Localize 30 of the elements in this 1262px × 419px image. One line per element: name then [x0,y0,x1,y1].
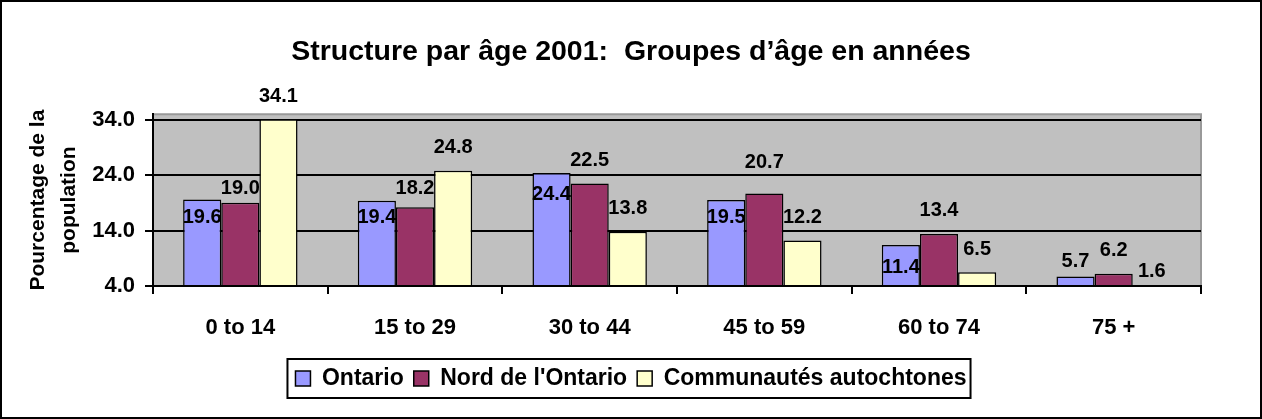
data-label: 20.7 [744,149,784,172]
x-tick-label: 45 to 59 [723,314,806,340]
data-label: 13.8 [608,196,648,219]
data-label: 19.5 [706,205,746,228]
data-label: 22.5 [570,147,610,170]
y-tick-label: 4.0 [104,272,135,298]
data-label: 24.8 [433,135,473,158]
x-tick-label: 75 + [1091,314,1136,340]
y-tick-label: 14.0 [92,216,135,242]
data-label: 5.7 [1061,249,1090,272]
x-tick-label: 0 to 14 [205,314,276,340]
data-label: 6.2 [1099,238,1128,261]
data-label: 18.2 [395,175,435,198]
text: 1.6 [1137,258,1166,281]
chart-title: Structure par âge 2001: Groupes d’âge en années [291,33,971,66]
data-label: 34.1 [259,83,298,106]
y-axis-title: Pourcentage de la population [24,109,80,291]
data-label: 13.4 [919,198,960,221]
legend-label: Ontario [321,363,404,390]
x-tick-label: 30 to 44 [548,314,632,340]
data-label: 19.0 [220,175,260,198]
y-tick-label: 24.0 [92,161,135,187]
legend-label: Communautés autochtones [663,363,967,390]
legend-label: Nord de l'Ontario [440,363,628,390]
data-label: 19.6 [182,205,222,228]
data-label: 12.2 [783,205,822,228]
data-label: 6.5 [963,236,992,259]
x-tick-label: 60 to 74 [898,314,981,340]
x-tick-label: 15 to 29 [374,314,456,340]
y-tick-label: 34.0 [92,105,135,131]
